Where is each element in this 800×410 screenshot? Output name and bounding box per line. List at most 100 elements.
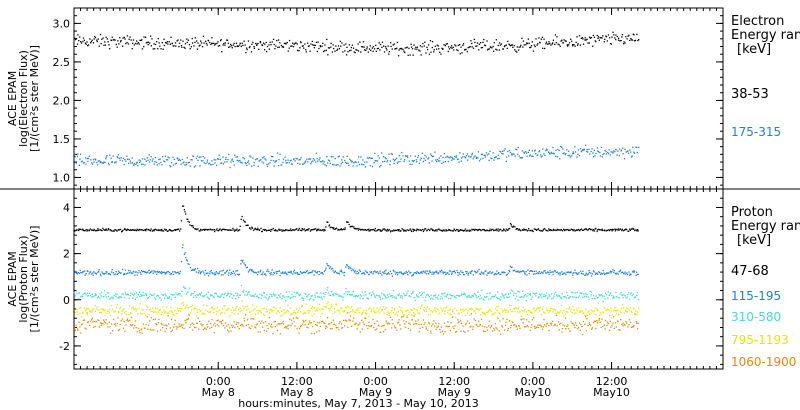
data-point bbox=[347, 306, 349, 308]
data-point bbox=[375, 230, 377, 232]
data-point bbox=[401, 310, 403, 312]
data-point bbox=[424, 322, 426, 324]
data-point bbox=[228, 153, 230, 156]
data-point bbox=[488, 309, 491, 312]
data-point bbox=[520, 230, 522, 232]
data-point bbox=[313, 228, 315, 231]
data-point bbox=[458, 161, 460, 163]
data-point bbox=[266, 165, 269, 168]
data-point bbox=[236, 270, 238, 272]
data-point bbox=[101, 322, 103, 325]
data-point bbox=[274, 161, 276, 163]
data-point bbox=[356, 49, 358, 51]
data-point bbox=[207, 310, 209, 312]
data-point bbox=[162, 327, 164, 329]
data-point bbox=[498, 42, 501, 44]
data-point bbox=[400, 271, 402, 273]
data-point bbox=[230, 273, 232, 276]
data-point bbox=[312, 158, 315, 160]
data-point bbox=[628, 308, 630, 310]
data-point bbox=[268, 317, 271, 319]
data-point bbox=[551, 271, 553, 273]
data-point bbox=[412, 160, 414, 162]
data-point bbox=[497, 154, 500, 156]
data-point bbox=[141, 39, 143, 41]
data-point bbox=[576, 229, 578, 231]
data-point bbox=[368, 308, 370, 310]
data-point bbox=[610, 272, 612, 274]
data-point bbox=[610, 307, 612, 309]
data-point bbox=[330, 291, 333, 293]
data-point bbox=[393, 309, 396, 311]
data-point bbox=[262, 308, 264, 310]
data-point bbox=[200, 292, 203, 294]
data-point bbox=[603, 272, 605, 274]
data-point bbox=[111, 161, 113, 163]
data-point bbox=[619, 228, 622, 230]
data-point bbox=[226, 269, 228, 271]
data-point bbox=[616, 229, 618, 231]
data-point bbox=[585, 272, 587, 274]
data-point bbox=[344, 159, 346, 162]
data-point bbox=[632, 33, 634, 35]
data-point bbox=[401, 311, 404, 314]
data-point bbox=[531, 155, 533, 157]
data-point bbox=[533, 325, 536, 328]
data-point bbox=[210, 164, 212, 166]
data-point bbox=[428, 308, 430, 310]
data-point bbox=[283, 296, 286, 298]
data-point bbox=[122, 157, 125, 159]
data-point bbox=[262, 229, 264, 231]
data-point bbox=[549, 229, 551, 231]
data-point bbox=[126, 293, 128, 295]
data-point bbox=[568, 154, 571, 157]
data-point bbox=[100, 295, 102, 297]
data-point bbox=[637, 307, 640, 309]
data-point bbox=[256, 158, 259, 160]
data-point bbox=[612, 297, 614, 299]
data-point bbox=[473, 270, 476, 272]
data-point bbox=[514, 155, 516, 157]
data-point bbox=[207, 291, 209, 293]
data-point bbox=[540, 230, 543, 232]
data-point bbox=[287, 328, 289, 330]
data-point bbox=[188, 313, 190, 315]
data-point bbox=[259, 159, 261, 161]
data-point bbox=[521, 150, 524, 152]
data-point bbox=[367, 325, 370, 327]
data-point bbox=[140, 273, 142, 275]
data-point bbox=[222, 274, 224, 276]
data-point bbox=[134, 308, 136, 310]
data-point bbox=[633, 297, 635, 299]
data-point bbox=[430, 154, 433, 157]
data-point bbox=[166, 230, 168, 232]
data-point bbox=[582, 229, 584, 231]
data-point bbox=[282, 161, 284, 164]
data-point bbox=[587, 296, 589, 298]
data-point bbox=[574, 326, 576, 329]
data-point bbox=[543, 311, 545, 313]
data-point bbox=[311, 271, 313, 273]
data-point bbox=[418, 296, 420, 298]
data-point bbox=[622, 303, 624, 306]
data-point bbox=[266, 310, 269, 313]
data-point bbox=[278, 228, 280, 230]
data-point bbox=[105, 36, 107, 38]
data-point bbox=[525, 294, 527, 296]
data-point bbox=[542, 326, 545, 328]
data-point bbox=[598, 272, 601, 274]
data-point bbox=[603, 295, 605, 297]
data-point bbox=[190, 46, 192, 48]
data-point bbox=[467, 295, 469, 297]
data-point bbox=[413, 44, 415, 46]
data-point bbox=[224, 272, 226, 274]
data-point bbox=[236, 306, 238, 308]
data-point bbox=[517, 311, 519, 313]
data-point bbox=[254, 326, 256, 328]
data-point bbox=[174, 296, 176, 298]
data-point bbox=[324, 305, 327, 308]
data-point bbox=[428, 162, 430, 164]
data-point bbox=[183, 209, 185, 211]
data-point bbox=[584, 39, 586, 41]
data-point bbox=[537, 228, 540, 230]
